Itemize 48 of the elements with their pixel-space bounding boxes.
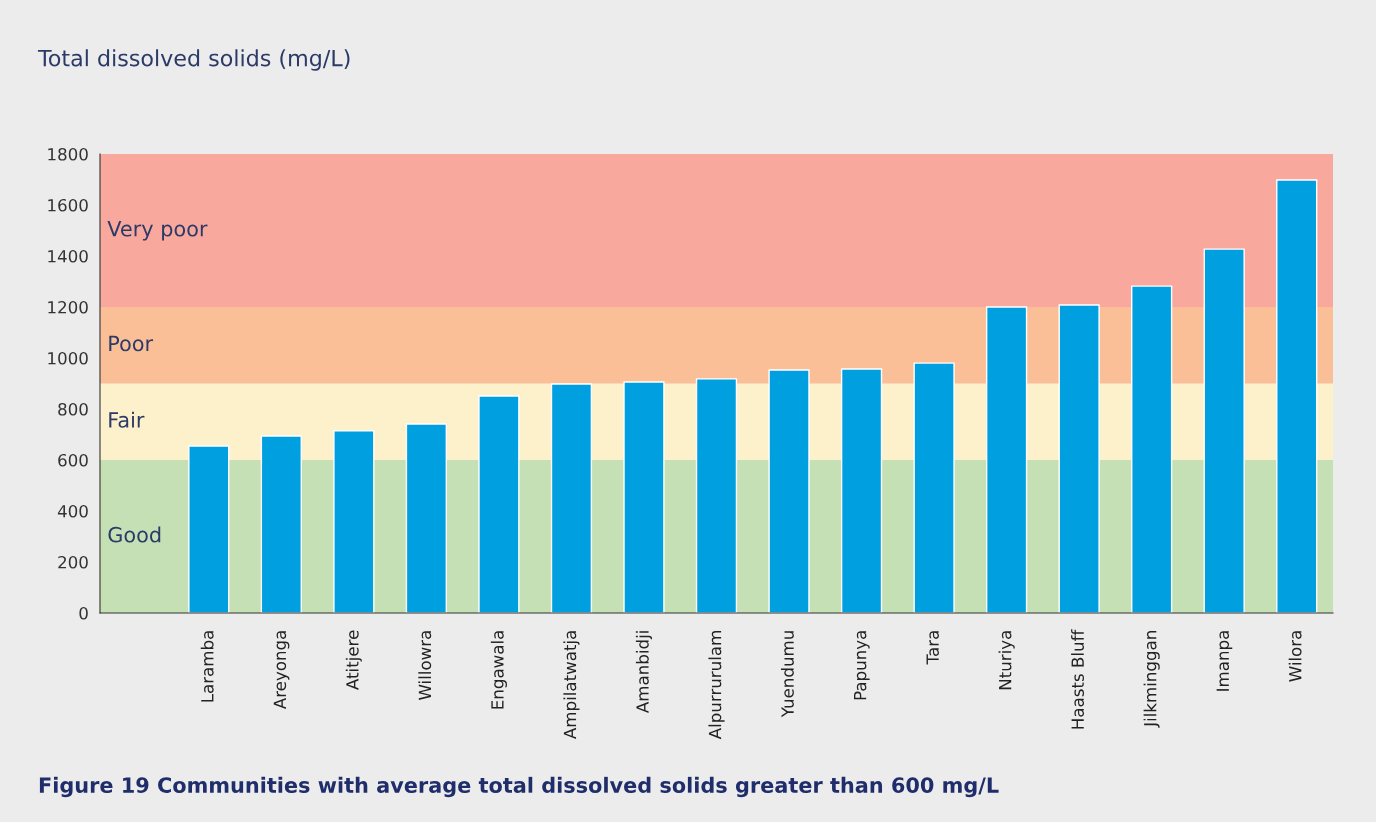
band-label: Good: [108, 526, 161, 543]
y-axis-title: Total dissolved solids (mg/L): [37, 49, 350, 71]
y-tick-label: 800: [58, 402, 88, 416]
band-label: Poor: [109, 335, 154, 352]
band-label: Fair: [109, 411, 145, 428]
y-tick-label: 1000: [48, 351, 88, 365]
bar: [478, 395, 520, 613]
x-tick-label: Alpurrurulam: [708, 631, 725, 740]
x-tick-label: Areyonga: [273, 631, 290, 710]
x-tick-label: Willowra: [418, 631, 432, 700]
bar: [333, 430, 375, 613]
x-tick-label: Engawala: [490, 631, 507, 709]
x-tick-label: Yuendumu: [780, 631, 794, 718]
bar: [1131, 285, 1173, 613]
x-tick-label: Amanbidji: [635, 631, 653, 713]
y-tick-label: 1200: [48, 300, 88, 314]
x-tick-label: Haasts Bluff: [1071, 629, 1084, 729]
x-tick-label: Ampilatwatja: [563, 631, 580, 739]
x-tick-label: Tara: [926, 631, 939, 665]
bar: [260, 435, 302, 613]
x-tick-label: Nturiya: [998, 631, 1015, 690]
y-tick-label: 1800: [48, 147, 88, 161]
y-tick-label: 1400: [48, 249, 88, 263]
x-tick-label: Laramba: [200, 631, 214, 702]
y-tick-label: 400: [57, 504, 88, 518]
bar: [985, 306, 1028, 613]
x-tick-label: Imanpa: [1216, 631, 1233, 691]
bar: [1203, 248, 1245, 613]
bar: [913, 362, 955, 613]
y-tick-label: 0: [79, 606, 88, 620]
bar: [840, 368, 883, 613]
y-tick-label: 200: [58, 555, 88, 569]
caption: Figure 19 Communities with average total dissolved solids greater than 600 mg/L: [39, 776, 999, 798]
band-label: Very poor: [107, 221, 208, 241]
x-tick-label: Papunya: [854, 631, 870, 700]
bar: [550, 383, 593, 613]
y-tick-label: 1600: [48, 198, 88, 212]
bar: [1276, 179, 1318, 613]
x-tick-label: Atitjere: [345, 630, 362, 690]
bar: [695, 378, 738, 613]
bar: [188, 445, 230, 613]
x-tick-label: Wilora: [1288, 631, 1302, 682]
x-tick-label: Jilkminggan: [1143, 631, 1160, 728]
bar: [405, 423, 448, 613]
bar: [1058, 304, 1100, 613]
y-tick-label: 600: [58, 453, 88, 467]
bar: [623, 381, 665, 613]
bar: [768, 369, 810, 613]
